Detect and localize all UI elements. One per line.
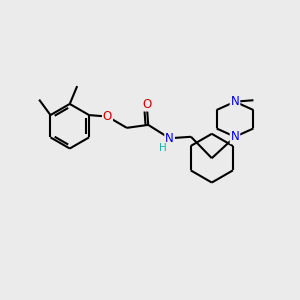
Text: O: O xyxy=(103,110,112,123)
Text: N: N xyxy=(165,132,174,145)
Text: N: N xyxy=(231,130,239,143)
Text: H: H xyxy=(159,143,167,153)
Text: N: N xyxy=(231,95,239,108)
Text: O: O xyxy=(142,98,151,111)
